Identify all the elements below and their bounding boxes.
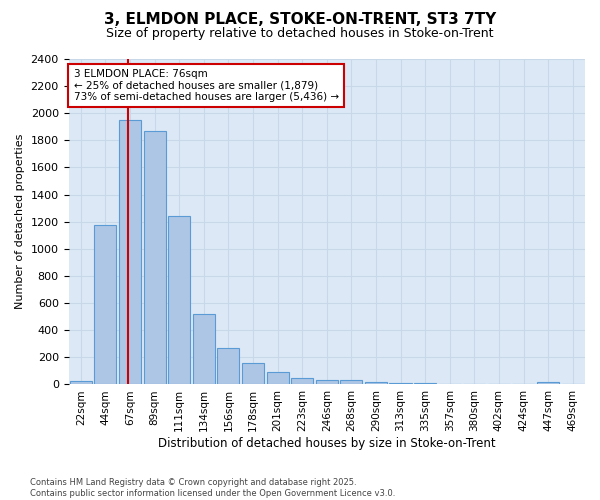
- Bar: [340, 380, 362, 384]
- Bar: [242, 364, 264, 384]
- Bar: [94, 225, 116, 384]
- X-axis label: Distribution of detached houses by size in Stoke-on-Trent: Distribution of detached houses by size …: [158, 437, 496, 450]
- Bar: [217, 348, 239, 385]
- Bar: [316, 380, 338, 384]
- Bar: [389, 383, 412, 384]
- Bar: [193, 314, 215, 384]
- Bar: [266, 372, 289, 384]
- Text: Size of property relative to detached houses in Stoke-on-Trent: Size of property relative to detached ho…: [106, 28, 494, 40]
- Bar: [70, 381, 92, 384]
- Bar: [537, 382, 559, 384]
- Y-axis label: Number of detached properties: Number of detached properties: [15, 134, 25, 310]
- Bar: [365, 382, 387, 384]
- Bar: [291, 378, 313, 384]
- Text: 3, ELMDON PLACE, STOKE-ON-TRENT, ST3 7TY: 3, ELMDON PLACE, STOKE-ON-TRENT, ST3 7TY: [104, 12, 496, 28]
- Text: 3 ELMDON PLACE: 76sqm
← 25% of detached houses are smaller (1,879)
73% of semi-d: 3 ELMDON PLACE: 76sqm ← 25% of detached …: [74, 69, 339, 102]
- Bar: [143, 131, 166, 384]
- Bar: [119, 120, 141, 384]
- Bar: [168, 216, 190, 384]
- Text: Contains HM Land Registry data © Crown copyright and database right 2025.
Contai: Contains HM Land Registry data © Crown c…: [30, 478, 395, 498]
